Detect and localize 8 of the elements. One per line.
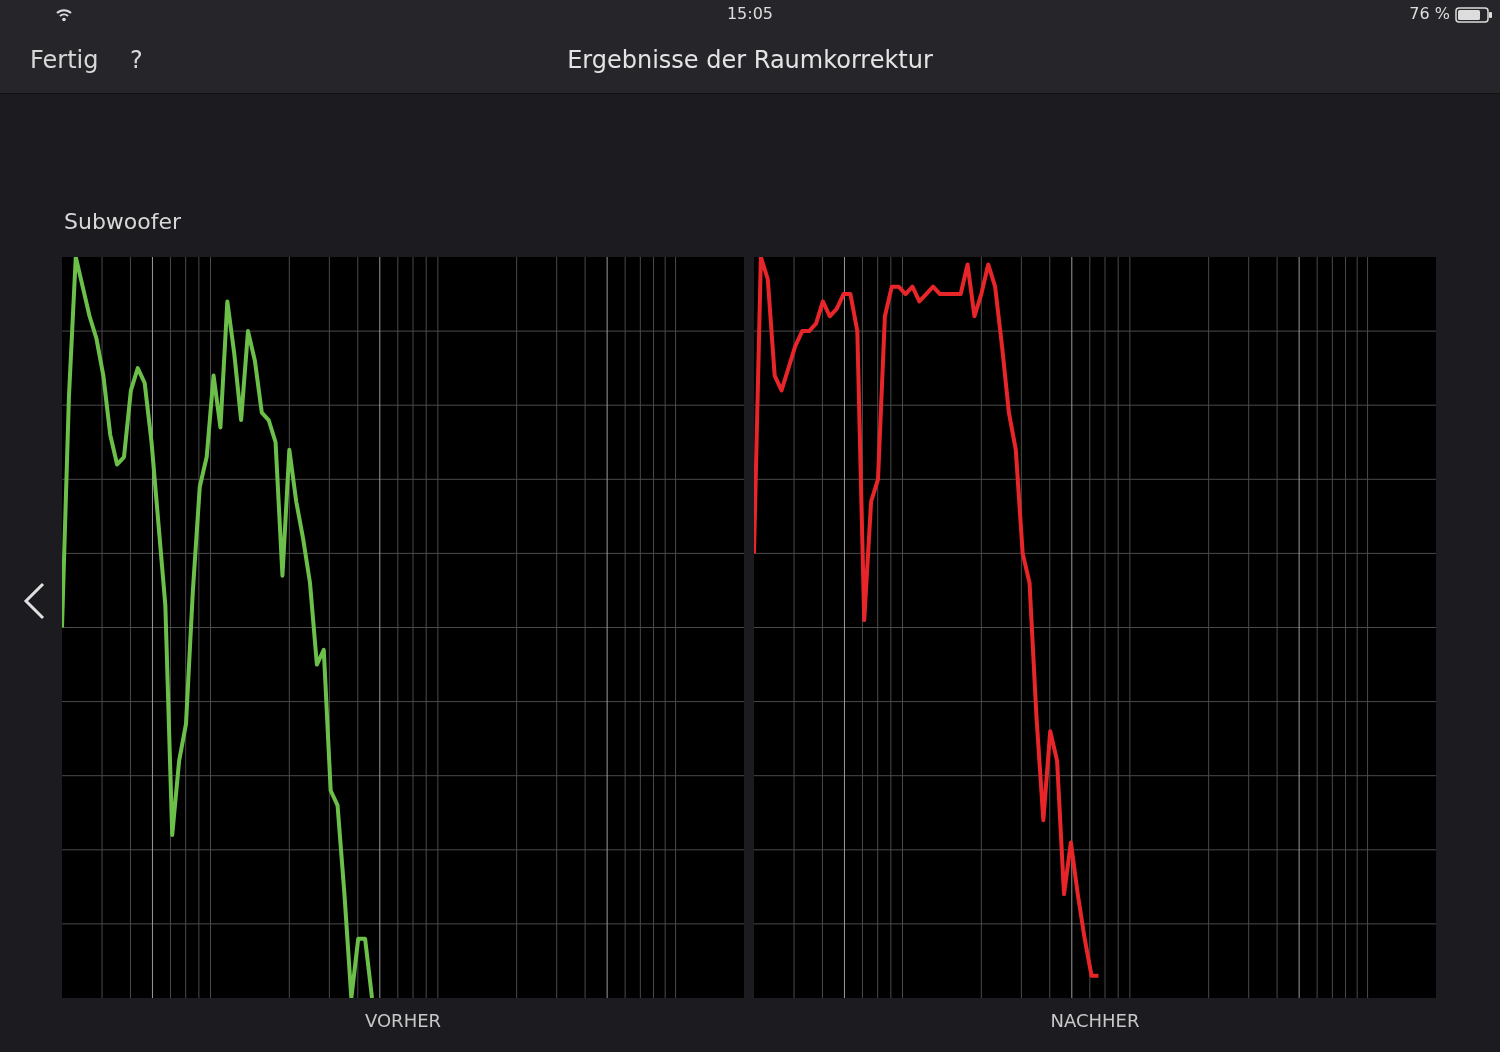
text: ? [130,46,143,74]
chart-subtitle: Subwoofer [64,209,182,234]
x-axis-title: VORHER [363,1010,443,1031]
chart-title: Ergebnisse der Raumkorrektur [567,46,933,74]
text: 76 % [1408,4,1450,23]
x-axis-title: NACHHER [1049,1010,1141,1031]
text: Fertig [30,46,99,74]
text: 15:05 [726,4,774,23]
